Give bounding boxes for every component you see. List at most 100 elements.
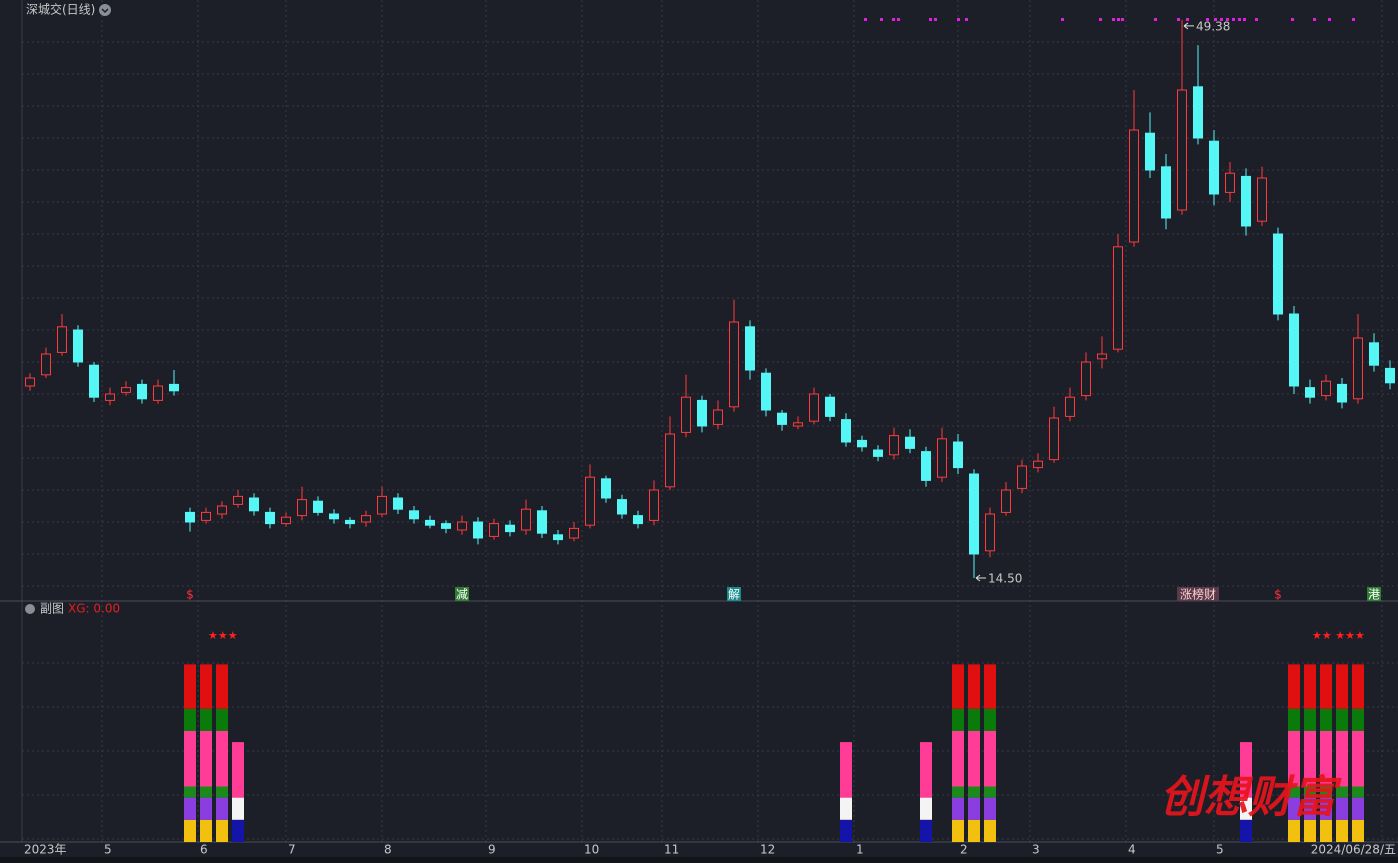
candle-body	[857, 439, 867, 448]
stacked-bar	[952, 819, 964, 842]
stacked-bar	[200, 708, 212, 731]
stacked-bar	[200, 786, 212, 798]
stacked-bar	[1336, 786, 1348, 798]
candle-body	[665, 433, 675, 488]
candle-body	[57, 326, 67, 353]
candle-body	[1321, 380, 1331, 397]
candle-body	[1017, 465, 1027, 489]
stacked-bar	[1288, 664, 1300, 709]
stacked-bar	[1304, 786, 1316, 798]
candle-body	[137, 383, 147, 400]
candle-body	[969, 473, 979, 555]
candle-body	[297, 499, 307, 517]
bottom-toolbar[interactable]	[0, 857, 1398, 863]
signal-dots	[864, 18, 1355, 21]
x-tick-label: 4	[1128, 843, 1136, 857]
stacked-bar	[1240, 742, 1252, 798]
event-marker: 解	[728, 588, 740, 602]
x-tick-label: 11	[664, 843, 679, 857]
candle-body	[1225, 172, 1235, 193]
candle-body	[1241, 175, 1251, 227]
candle-body	[1049, 417, 1059, 461]
title-menu[interactable]	[99, 4, 111, 16]
candle-body	[489, 523, 499, 537]
candle-body	[985, 513, 995, 552]
stacked-bar	[1288, 708, 1300, 731]
stacked-bar	[200, 819, 212, 842]
x-tick-label: 6	[200, 843, 208, 857]
event-marker: 减	[456, 588, 468, 602]
indicator-label: XG: 0.00	[68, 602, 120, 616]
stacked-bar	[184, 786, 196, 798]
candle-body	[713, 409, 723, 425]
stacked-bar	[232, 797, 244, 820]
stacked-bar	[952, 664, 964, 709]
extreme-label: 14.50	[988, 572, 1022, 586]
stacked-bar	[920, 797, 932, 820]
candle-body	[217, 505, 227, 515]
stacked-bar	[1320, 708, 1332, 731]
candle-body	[793, 422, 803, 427]
stacked-bar	[1336, 819, 1348, 842]
stacked-bar	[232, 742, 244, 798]
stacked-bar	[216, 797, 228, 820]
candle-body	[1081, 361, 1091, 397]
candle-body	[233, 495, 243, 505]
stacked-bar	[200, 797, 212, 820]
subchart-menu[interactable]	[25, 604, 35, 614]
marker-bg	[1177, 587, 1219, 601]
chart-title: 深城交(日线)	[26, 2, 95, 17]
candle-body	[1209, 140, 1219, 195]
stacked-bar	[1352, 708, 1364, 731]
candle-body	[105, 393, 115, 401]
stacked-bar	[840, 742, 852, 798]
candle-body	[649, 489, 659, 521]
candle-body	[441, 523, 451, 529]
candle-body	[329, 513, 339, 520]
stacked-bar	[1240, 797, 1252, 820]
event-marker: 涨榜财	[1180, 587, 1216, 602]
candle-body	[505, 524, 515, 533]
candle-body	[889, 435, 899, 456]
candle-body	[569, 527, 579, 539]
stacked-bar	[1304, 708, 1316, 731]
candle-body	[809, 393, 819, 422]
stacked-bar	[184, 819, 196, 842]
x-tick-label: 8	[384, 843, 392, 857]
candle-body	[1097, 353, 1107, 360]
stacked-bar	[1320, 797, 1332, 820]
candle-body	[153, 385, 163, 401]
extreme-label: 49.38	[1196, 19, 1230, 33]
event-marker: $	[186, 588, 194, 602]
candle-body	[521, 508, 531, 531]
stacked-bar	[1320, 819, 1332, 842]
stacked-bar	[1352, 664, 1364, 709]
stars: ★★ ★★★	[1312, 629, 1365, 642]
stacked-bar	[1352, 786, 1364, 798]
extreme-arrow	[975, 574, 986, 582]
candle-body	[41, 353, 51, 376]
candle-body	[89, 364, 99, 398]
stacked-bar	[216, 664, 228, 709]
subchart-title: 副图	[40, 602, 64, 616]
x-tick-label: 5	[1216, 843, 1224, 857]
candle-body	[1369, 342, 1379, 366]
stacked-bar	[1336, 664, 1348, 709]
candle-body	[121, 387, 131, 393]
candle-body	[1353, 337, 1363, 400]
marker-bg	[1367, 587, 1381, 601]
stacked-bar	[984, 708, 996, 731]
candle-body	[617, 499, 627, 515]
candle-body	[1145, 132, 1155, 171]
stacked-bar	[968, 664, 980, 709]
stacked-bar	[968, 819, 980, 842]
x-tick-label: 3	[1032, 843, 1040, 857]
candle-body	[281, 516, 291, 525]
candle-body	[1033, 460, 1043, 469]
stacked-bar	[920, 819, 932, 842]
stacked-bar	[840, 797, 852, 820]
candle-body	[249, 497, 259, 512]
stacked-bar	[840, 819, 852, 842]
